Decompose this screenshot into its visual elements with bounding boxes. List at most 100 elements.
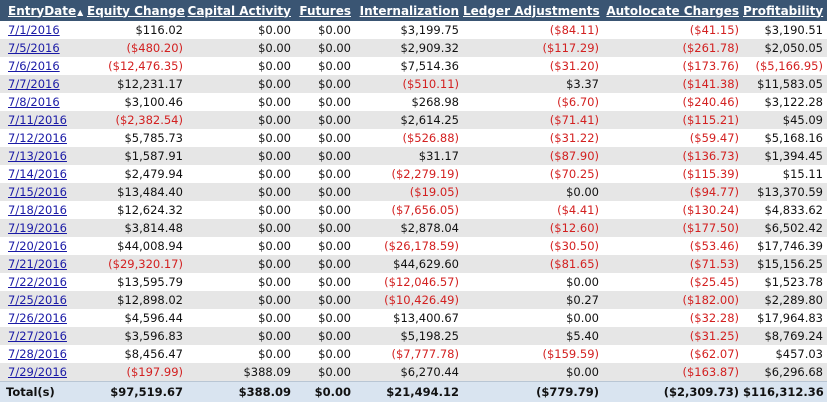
ledger-adjustments-cell: ($71.41) [463,111,603,129]
col-header-profitability[interactable]: Profitability [743,0,827,21]
entry-date-link[interactable]: 7/22/2016 [8,275,67,289]
futures-cell: $0.00 [295,255,355,273]
capital-activity-cell: $0.00 [187,75,295,93]
internalization-cell: $44,629.60 [355,255,463,273]
entry-date-cell: 7/1/2016 [0,21,87,39]
internalization-cell: $6,270.44 [355,363,463,382]
capital-activity-cell: $0.00 [187,309,295,327]
capital-activity-cell: $0.00 [187,21,295,39]
entry-date-cell: 7/14/2016 [0,165,87,183]
profitability-cell: $3,190.51 [743,21,827,39]
profitability-cell: $3,122.28 [743,93,827,111]
autolocate-charges-cell: ($71.53) [603,255,743,273]
table-row: 7/18/2016 $12,624.32 $0.00 $0.00 ($7,656.05)… [0,201,827,219]
profitability-cell: $17,964.83 [743,309,827,327]
internalization-cell: $2,909.32 [355,39,463,57]
entry-date-link[interactable]: 7/28/2016 [8,347,67,361]
ledger-adjustments-cell: $0.00 [463,273,603,291]
ledger-adjustments-cell: $0.00 [463,309,603,327]
internalization-cell: $7,514.36 [355,57,463,75]
futures-cell: $0.00 [295,165,355,183]
profitability-cell: $11,583.05 [743,75,827,93]
entry-date-link[interactable]: 7/27/2016 [8,329,67,343]
entry-date-cell: 7/19/2016 [0,219,87,237]
entry-date-cell: 7/25/2016 [0,291,87,309]
internalization-cell: ($7,656.05) [355,201,463,219]
entry-date-link[interactable]: 7/6/2016 [8,59,60,73]
internalization-cell: ($19.05) [355,183,463,201]
table-row: 7/25/2016 $12,898.02 $0.00 $0.00 ($10,426.49… [0,291,827,309]
equity-change-cell: $3,814.48 [87,219,187,237]
entry-date-link[interactable]: 7/7/2016 [8,77,60,91]
equity-change-cell: $12,898.02 [87,291,187,309]
futures-cell: $0.00 [295,111,355,129]
entry-date-link[interactable]: 7/14/2016 [8,167,67,181]
capital-activity-cell: $0.00 [187,129,295,147]
autolocate-charges-cell: ($31.25) [603,327,743,345]
entry-date-cell: 7/5/2016 [0,39,87,57]
entry-date-link[interactable]: 7/26/2016 [8,311,67,325]
entry-date-link[interactable]: 7/8/2016 [8,95,60,109]
col-header-internalization[interactable]: Internalization [355,0,463,21]
profitability-cell: $45.09 [743,111,827,129]
capital-activity-cell: $0.00 [187,57,295,75]
table-row: 7/15/2016 $13,484.40 $0.00 $0.00 ($19.05) $0.… [0,183,827,201]
entry-date-link[interactable]: 7/19/2016 [8,221,67,235]
ledger-adjustments-cell: ($159.59) [463,345,603,363]
col-header-entry-date[interactable]: EntryDate▲ [0,0,87,21]
entry-date-link[interactable]: 7/25/2016 [8,293,67,307]
entry-date-cell: 7/28/2016 [0,345,87,363]
entry-date-link[interactable]: 7/1/2016 [8,23,60,37]
equity-change-cell: $8,456.47 [87,345,187,363]
profitability-cell: $4,833.62 [743,201,827,219]
capital-activity-cell: $0.00 [187,219,295,237]
entry-date-link[interactable]: 7/20/2016 [8,239,67,253]
internalization-cell: ($510.11) [355,75,463,93]
table-row: 7/7/2016 $12,231.17 $0.00 $0.00 ($510.11) $3.… [0,75,827,93]
futures-cell: $0.00 [295,57,355,75]
col-header-futures[interactable]: Futures [295,0,355,21]
entry-date-link[interactable]: 7/29/2016 [8,365,67,379]
entry-date-link[interactable]: 7/5/2016 [8,41,60,55]
futures-cell: $0.00 [295,291,355,309]
col-header-capital-activity[interactable]: Capital Activity [187,0,295,21]
table-row: 7/1/2016 $116.02 $0.00 $0.00 $3,199.75 ($84.1… [0,21,827,39]
autolocate-charges-cell: ($141.38) [603,75,743,93]
col-header-ledger-adjustments[interactable]: Ledger Adjustments [463,0,603,21]
entry-date-link[interactable]: 7/15/2016 [8,185,67,199]
total-equity-change: $97,519.67 [87,381,187,402]
ledger-adjustments-cell: ($31.22) [463,129,603,147]
col-header-equity-change[interactable]: Equity Change [87,0,187,21]
col-header-autolocate-charges[interactable]: Autolocate Charges [603,0,743,21]
capital-activity-cell: $0.00 [187,111,295,129]
futures-cell: $0.00 [295,219,355,237]
autolocate-charges-cell: ($163.87) [603,363,743,382]
ledger-adjustments-cell: ($6.70) [463,93,603,111]
futures-cell: $0.00 [295,21,355,39]
autolocate-charges-cell: ($115.39) [603,165,743,183]
internalization-cell: $31.17 [355,147,463,165]
futures-cell: $0.00 [295,237,355,255]
entry-date-link[interactable]: 7/18/2016 [8,203,67,217]
futures-cell: $0.00 [295,39,355,57]
entry-date-link[interactable]: 7/12/2016 [8,131,67,145]
entry-date-link[interactable]: 7/21/2016 [8,257,67,271]
table-row: 7/26/2016 $4,596.44 $0.00 $0.00 $13,400.67 $0… [0,309,827,327]
autolocate-charges-cell: ($25.45) [603,273,743,291]
capital-activity-cell: $0.00 [187,273,295,291]
autolocate-charges-cell: ($130.24) [603,201,743,219]
futures-cell: $0.00 [295,183,355,201]
entry-date-link[interactable]: 7/13/2016 [8,149,67,163]
equity-change-cell: $13,595.79 [87,273,187,291]
entry-date-cell: 7/26/2016 [0,309,87,327]
equity-change-cell: ($480.20) [87,39,187,57]
table-row: 7/5/2016 ($480.20) $0.00 $0.00 $2,909.32 ($11… [0,39,827,57]
internalization-cell: $2,878.04 [355,219,463,237]
futures-cell: $0.00 [295,75,355,93]
autolocate-charges-cell: ($261.78) [603,39,743,57]
profitability-cell: $2,050.05 [743,39,827,57]
futures-cell: $0.00 [295,363,355,382]
internalization-cell: ($10,426.49) [355,291,463,309]
entry-date-link[interactable]: 7/11/2016 [8,113,67,127]
table-row: 7/27/2016 $3,596.83 $0.00 $0.00 $5,198.25 $5.… [0,327,827,345]
